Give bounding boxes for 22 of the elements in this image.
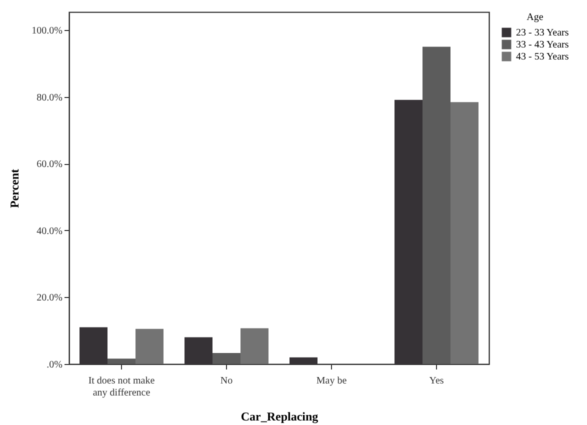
bar xyxy=(450,102,478,364)
y-tick-label: 20.0% xyxy=(36,292,62,304)
y-tick-label: 100.0% xyxy=(32,26,62,37)
x-tick-label: It does not make any difference xyxy=(88,376,156,398)
bar xyxy=(212,352,240,364)
x-axis-title: Car_Replacing xyxy=(240,410,318,424)
legend-label: 23 - 33 Years xyxy=(516,28,569,38)
y-tick-label: .0% xyxy=(46,360,62,370)
y-axis-title: Percent xyxy=(8,168,22,208)
legend-title: Age xyxy=(526,12,544,23)
x-tick-label: Yes xyxy=(429,376,444,386)
bar xyxy=(422,46,450,364)
y-tick-label: 80.0% xyxy=(36,92,62,104)
legend-label: 43 - 53 Years xyxy=(516,52,569,62)
legend-label: 33 - 43 Years xyxy=(516,40,569,50)
x-tick-label: No xyxy=(220,376,233,386)
bar xyxy=(240,328,268,364)
x-tick-label: May be xyxy=(316,376,348,386)
y-tick-label: 60.0% xyxy=(36,159,62,170)
bar xyxy=(108,358,136,364)
bar xyxy=(136,328,164,364)
y-tick-label: 40.0% xyxy=(36,226,62,237)
